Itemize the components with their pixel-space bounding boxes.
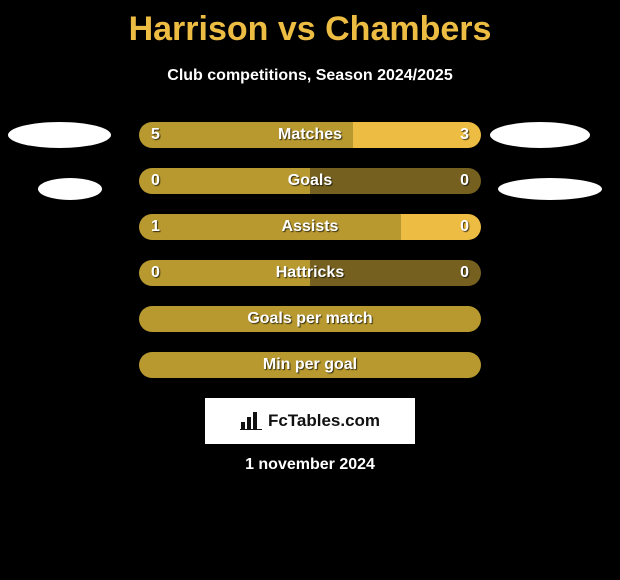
stat-row: 1 Assists 0 [0,214,620,260]
val-right-goals: 0 [460,168,469,194]
fctables-logo: FcTables.com [240,411,380,431]
stat-label-matches: Matches [139,122,481,148]
page-title: Harrison vs Chambers [0,0,620,49]
stat-label-assists: Assists [139,214,481,240]
player-left-large-ellipse [8,122,111,148]
stat-row: Min per goal [0,352,620,398]
date-text: 1 november 2024 [0,456,620,474]
stats-content: 5 Matches 3 0 Goals 0 1 Assists 0 0 Hatt… [0,122,620,398]
player-right-small-ellipse [498,178,602,200]
stat-row: Goals per match [0,306,620,352]
fctables-logo-text: FcTables.com [268,411,380,431]
subtitle: Club competitions, Season 2024/2025 [0,67,620,85]
val-right-hattricks: 0 [460,260,469,286]
player-left-small-ellipse [38,178,102,200]
stat-row: 0 Hattricks 0 [0,260,620,306]
stat-label-mpg: Min per goal [139,352,481,378]
stat-label-gpm: Goals per match [139,306,481,332]
fctables-logo-box[interactable]: FcTables.com [205,398,415,444]
val-right-matches: 3 [460,122,469,148]
stat-label-hattricks: Hattricks [139,260,481,286]
stat-label-goals: Goals [139,168,481,194]
val-right-assists: 0 [460,214,469,240]
bar-chart-icon [240,412,262,430]
player-right-large-ellipse [490,122,590,148]
